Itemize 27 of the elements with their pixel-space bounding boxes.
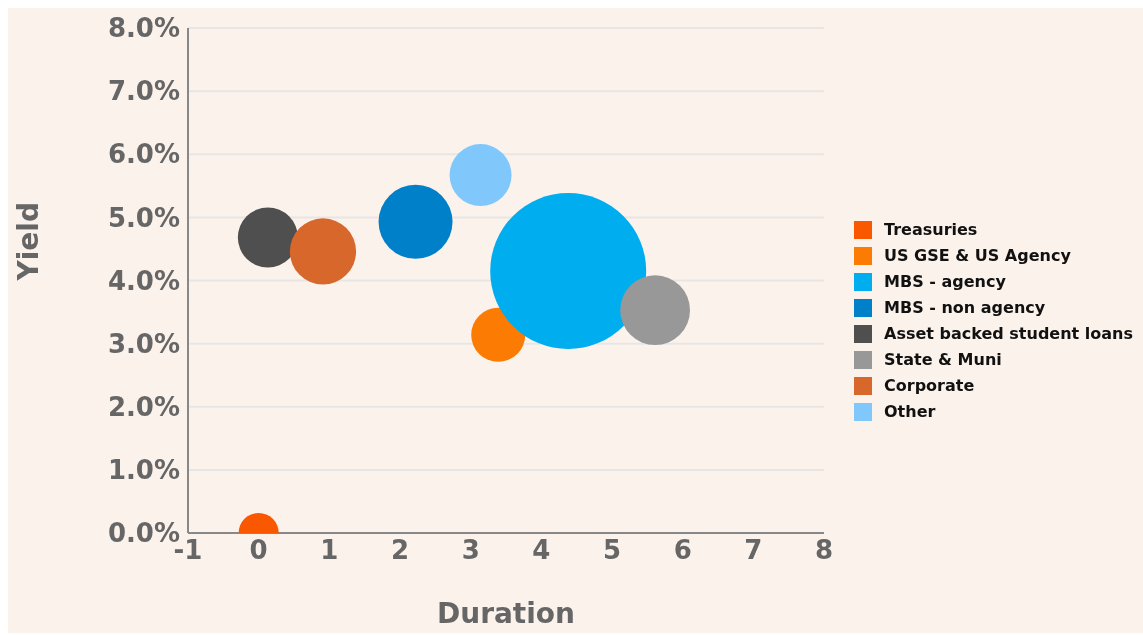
- x-tick-label: 2: [390, 535, 410, 566]
- x-tick-label: 3: [461, 535, 480, 566]
- x-tick-label: 6: [673, 535, 692, 566]
- x-tick-label: 4: [532, 535, 551, 566]
- x-tick-label: 8: [814, 535, 834, 566]
- legend-label: State & Muni: [884, 348, 1002, 371]
- y-tick-label: 8.0%: [107, 13, 180, 44]
- legend-label: MBS - agency: [884, 270, 1006, 293]
- x-tick-label: 1: [320, 535, 339, 566]
- y-tick-label: 6.0%: [107, 139, 180, 170]
- y-tick-label: 1.0%: [107, 455, 180, 486]
- y-tick-label: 7.0%: [107, 76, 180, 107]
- legend-label: MBS - non agency: [884, 296, 1046, 319]
- x-tick-label: 0: [249, 535, 268, 566]
- y-tick-label: 3.0%: [107, 328, 180, 359]
- legend-label: Corporate: [884, 374, 975, 397]
- y-tick-label: 4.0%: [107, 265, 180, 296]
- legend-label: US GSE & US Agency: [884, 244, 1071, 267]
- legend-label: Other: [884, 400, 936, 423]
- y-axis-title: Yield: [11, 201, 45, 282]
- x-tick-label: 5: [602, 535, 622, 566]
- y-tick-label: 2.0%: [107, 391, 180, 422]
- x-axis-title: Duration: [436, 597, 576, 630]
- x-tick-label: 7: [744, 535, 763, 566]
- legend-label: Asset backed student loans: [884, 322, 1133, 345]
- y-tick-label: 5.0%: [107, 202, 180, 233]
- legend-label: Treasuries: [884, 218, 978, 241]
